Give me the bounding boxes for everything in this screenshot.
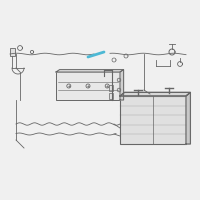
Polygon shape [186,92,190,144]
Polygon shape [56,70,124,72]
Bar [109,93,113,99]
Bar [56,72,120,100]
Bar [120,96,186,144]
Circle shape [117,88,121,92]
Circle shape [67,84,71,88]
Bar [109,85,113,91]
Bar [10,48,15,56]
Circle shape [105,84,109,88]
Polygon shape [120,70,124,100]
Circle shape [86,84,90,88]
Polygon shape [120,92,190,96]
Circle shape [117,78,121,82]
